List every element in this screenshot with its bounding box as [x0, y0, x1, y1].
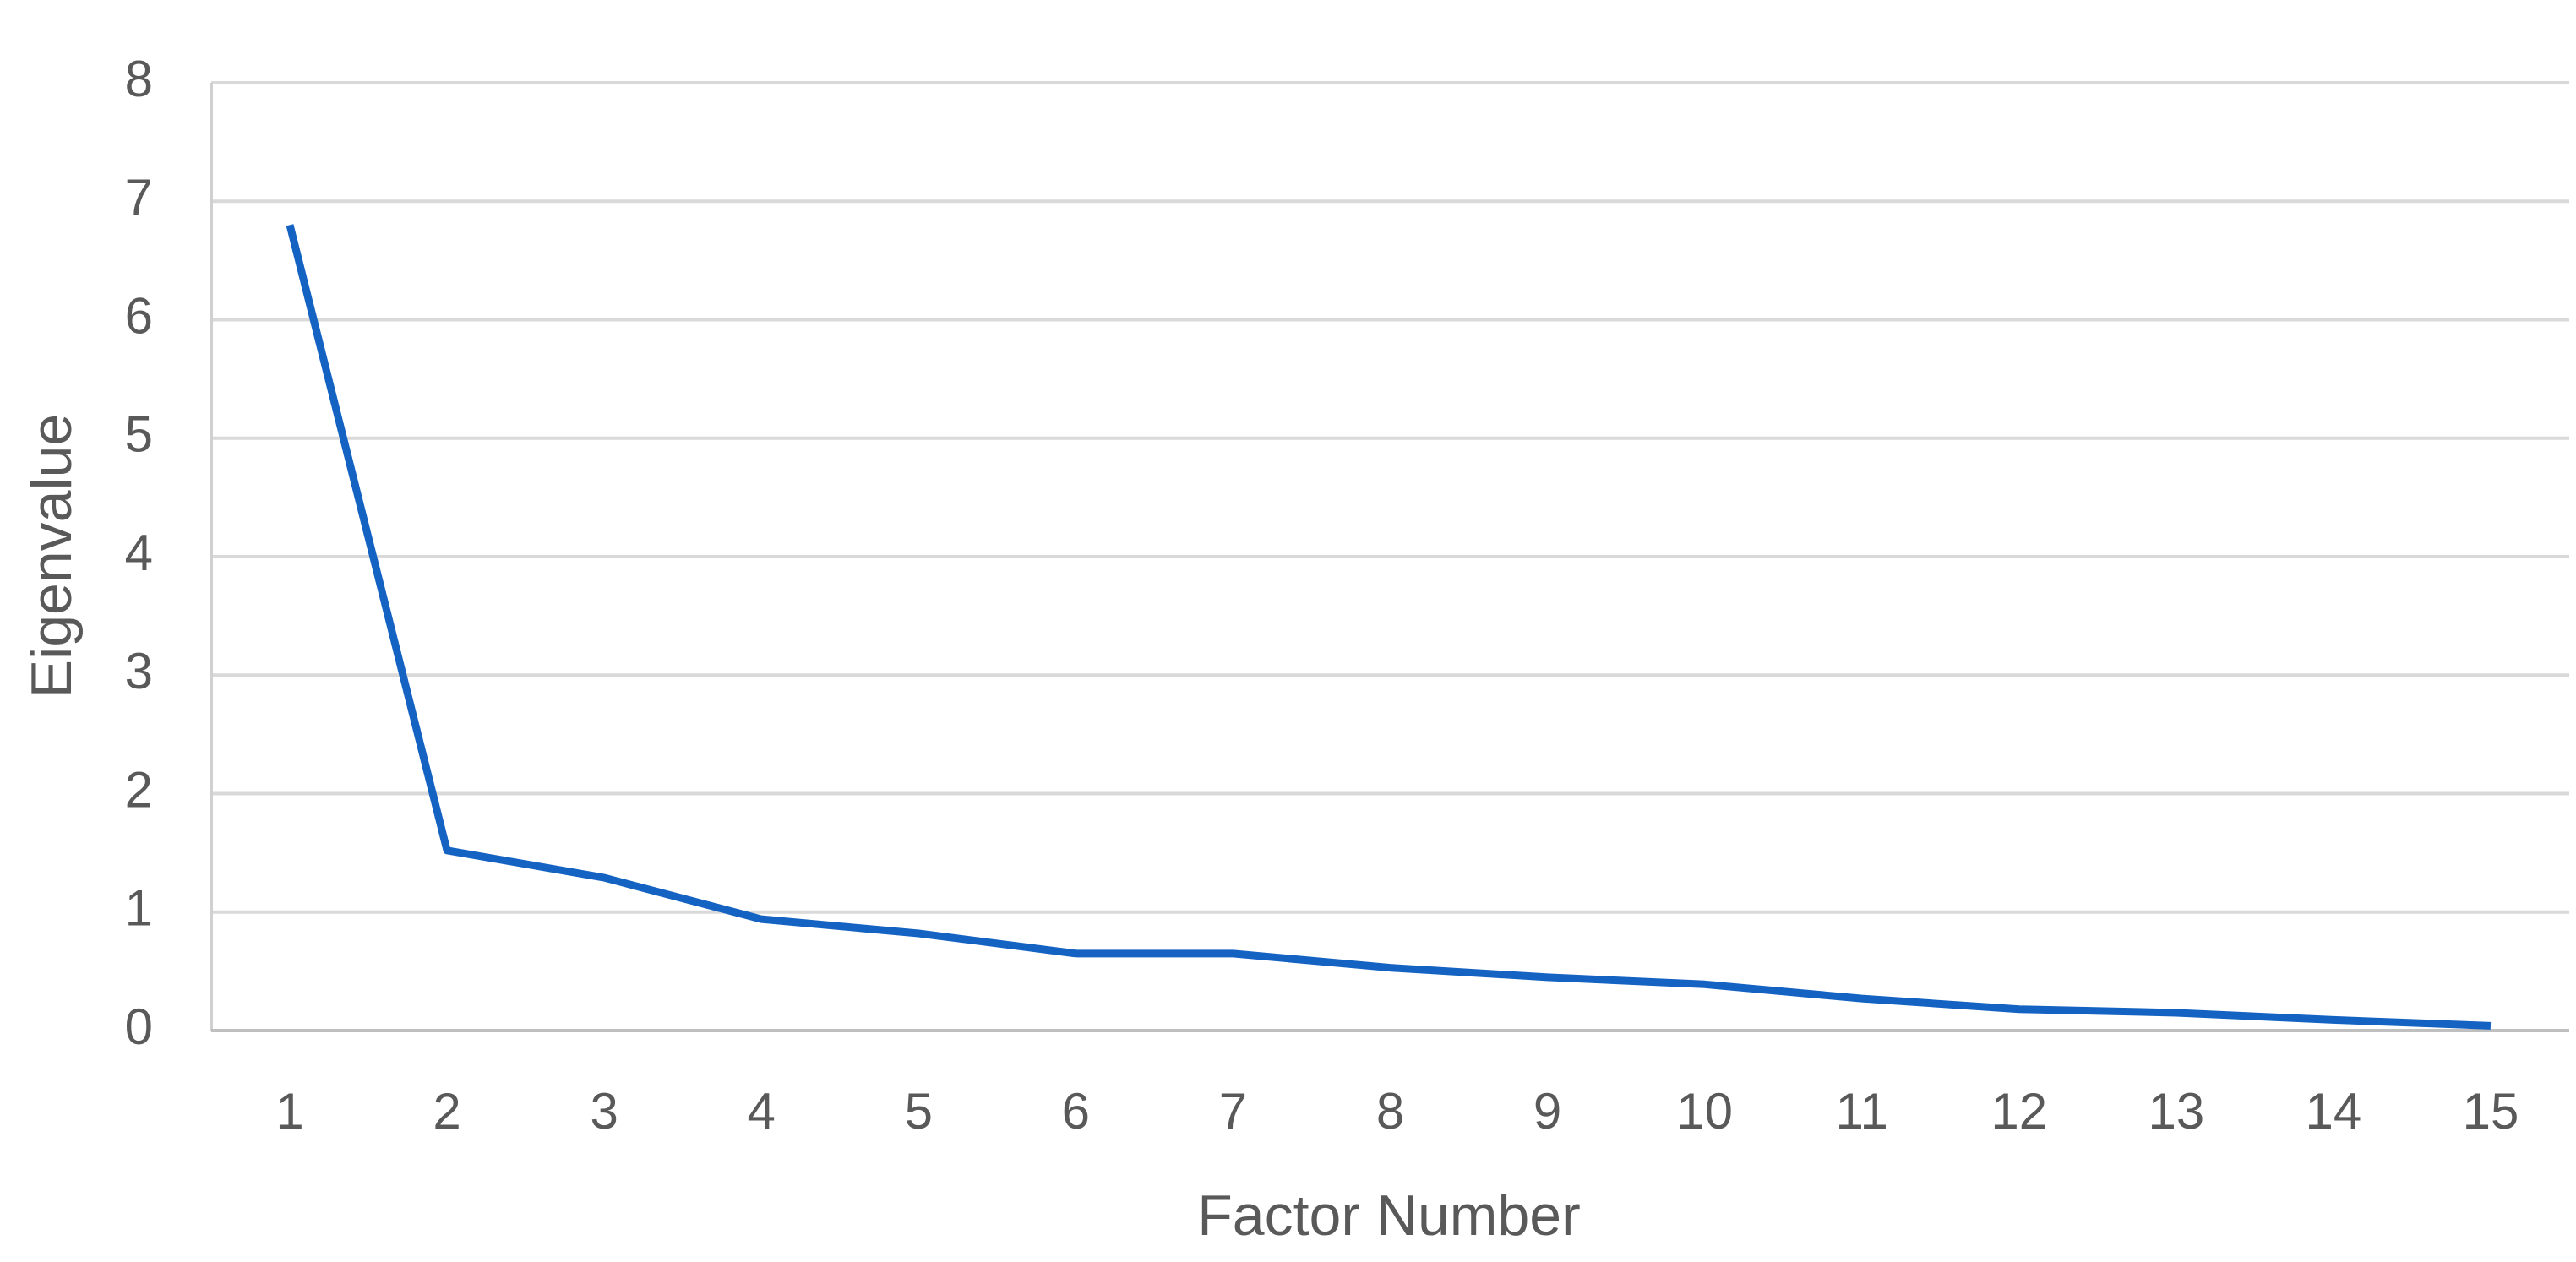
- y-tick-label: 7: [125, 169, 153, 226]
- y-tick-label: 1: [125, 880, 153, 937]
- x-tick-label: 11: [1836, 1083, 1888, 1140]
- y-tick-label: 3: [125, 643, 153, 699]
- y-tick-label: 2: [125, 761, 153, 818]
- x-tick-label: 13: [2148, 1083, 2204, 1140]
- y-tick-label: 8: [125, 51, 153, 107]
- x-tick-label: 1: [275, 1083, 303, 1140]
- x-tick-label: 5: [905, 1083, 933, 1140]
- x-tick-label: 12: [1991, 1083, 2047, 1140]
- y-axis-title: Eigenvalue: [19, 414, 84, 698]
- y-tick-label: 4: [125, 525, 153, 581]
- y-tick-label: 0: [125, 998, 153, 1055]
- x-tick-label: 8: [1376, 1083, 1404, 1140]
- series-line: [286, 224, 2492, 1030]
- x-tick-label: 7: [1219, 1083, 1247, 1140]
- x-tick-label: 2: [433, 1083, 460, 1140]
- x-tick-label: 14: [2306, 1083, 2362, 1140]
- y-tick-label: 5: [125, 406, 153, 463]
- x-tick-label: 3: [590, 1083, 618, 1140]
- x-tick-label: 15: [2463, 1083, 2519, 1140]
- y-tick-label: 6: [125, 287, 153, 344]
- x-tick-label: 9: [1533, 1083, 1561, 1140]
- x-tick-label: 4: [748, 1083, 776, 1140]
- x-tick-label: 6: [1062, 1083, 1090, 1140]
- x-tick-label: 10: [1676, 1083, 1733, 1140]
- x-axis-title: Factor Number: [1197, 1183, 1580, 1248]
